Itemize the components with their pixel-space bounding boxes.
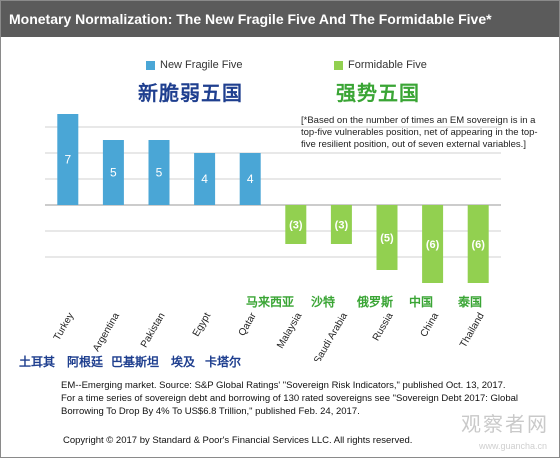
cn-label-china: 中国 xyxy=(409,295,434,309)
legend-formidable-label: Formidable Five xyxy=(348,59,427,71)
cn-label-pakistan: 巴基斯坦 xyxy=(111,355,160,369)
bar-saudi-arabia xyxy=(330,205,352,244)
cn-label-turkey: 土耳其 xyxy=(19,355,56,369)
category-label: Turkey xyxy=(52,311,77,343)
legend-fragile: New Fragile Five xyxy=(146,59,243,71)
bar-thailand xyxy=(467,205,489,283)
bar-qatar xyxy=(239,153,261,205)
methodology-note: [*Based on the number of times an EM sov… xyxy=(301,115,538,150)
category-label: Thailand xyxy=(458,311,487,350)
data-label: 5 xyxy=(110,166,117,180)
data-label: (6) xyxy=(426,239,440,251)
data-label: 4 xyxy=(201,172,208,186)
bar-russia xyxy=(376,205,398,270)
cn-label-malaysia: 马来西亚 xyxy=(246,295,295,309)
data-label: 7 xyxy=(64,153,71,167)
watermark-logo: 观察者网 xyxy=(461,412,549,436)
bar-egypt xyxy=(194,153,216,205)
copyright-line: Copyright © 2017 by Standard & Poor's Fi… xyxy=(63,435,413,446)
bar-turkey xyxy=(57,114,79,205)
category-label: Russia xyxy=(371,311,396,343)
data-label: 4 xyxy=(247,172,254,186)
bar-pakistan xyxy=(148,140,170,205)
chart-title: Monetary Normalization: The New Fragile … xyxy=(1,1,559,37)
category-label: Qatar xyxy=(237,310,259,338)
cn-label-egypt: 埃及 xyxy=(171,355,196,369)
legend-fragile-label: New Fragile Five xyxy=(160,59,243,71)
legend-fragile-swatch xyxy=(146,60,155,70)
category-label: Argentina xyxy=(91,311,122,354)
watermark-url: www.guancha.cn xyxy=(478,441,547,451)
cn-label-argentina: 阿根廷 xyxy=(67,355,104,369)
data-label: (3) xyxy=(335,220,349,232)
category-label: Malaysia xyxy=(275,311,304,351)
cn-label-qatar: 卡塔尔 xyxy=(205,355,242,369)
category-label: China xyxy=(419,311,442,340)
bar-argentina xyxy=(102,140,124,205)
cn-label-saudi: 沙特 xyxy=(311,295,336,309)
legend-formidable: Formidable Five xyxy=(334,59,427,71)
bar-chart: 7 Turkey 5 Argentina 5 Pakistan 4 Egypt 4 Qatar (3… xyxy=(45,114,501,361)
data-label: (6) xyxy=(471,239,485,251)
legend-formidable-swatch xyxy=(334,60,343,70)
bar-china xyxy=(422,205,444,283)
formidable-chinese-heading: 强势五国 xyxy=(336,81,420,105)
category-label: Saudi Arabia xyxy=(312,311,350,361)
fragile-chinese-heading: 新脆弱五国 xyxy=(138,81,243,105)
bar-malaysia xyxy=(285,205,307,244)
category-label: Pakistan xyxy=(139,311,168,350)
data-label: 5 xyxy=(156,166,163,180)
cn-label-russia: 俄罗斯 xyxy=(357,295,394,309)
category-label: Egypt xyxy=(191,311,213,339)
data-label: (5) xyxy=(380,233,394,245)
source-footnote: EM--Emerging market. Source: S&P Global … xyxy=(61,380,518,417)
cn-label-thailand: 泰国 xyxy=(458,295,483,309)
data-label: (3) xyxy=(289,220,303,232)
